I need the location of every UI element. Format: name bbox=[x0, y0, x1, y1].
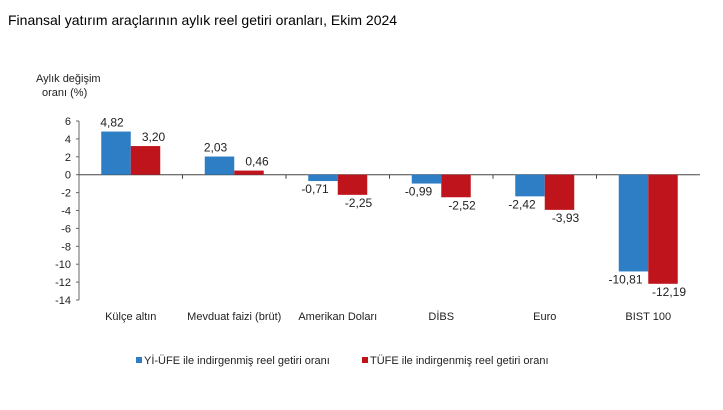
bar bbox=[515, 174, 545, 197]
data-label: -12,19 bbox=[652, 285, 686, 299]
y-tick-label: -14 bbox=[55, 295, 71, 307]
legend-swatch bbox=[362, 357, 368, 363]
x-tick-label: Euro bbox=[533, 311, 556, 323]
legend-label: TÜFE ile indirgenmiş reel getiri oranı bbox=[370, 355, 549, 367]
bar bbox=[308, 174, 338, 182]
bar bbox=[618, 174, 649, 272]
data-label: -2,25 bbox=[345, 196, 373, 210]
data-label: -2,52 bbox=[448, 198, 476, 212]
bar bbox=[204, 156, 235, 175]
bar bbox=[101, 131, 131, 175]
y-tick-label: 0 bbox=[65, 170, 71, 182]
y-tick-label: -4 bbox=[61, 206, 71, 218]
bar bbox=[130, 146, 161, 175]
x-tick-label: Amerikan Doları bbox=[298, 311, 377, 323]
y-tick-label: -2 bbox=[61, 188, 71, 200]
data-label: -10,81 bbox=[608, 272, 642, 286]
data-label: 2,03 bbox=[204, 141, 228, 155]
bar bbox=[441, 174, 471, 198]
bar bbox=[234, 170, 264, 175]
y-tick-label: 4 bbox=[65, 134, 71, 146]
data-label: 3,20 bbox=[142, 130, 166, 144]
y-axis-label: Aylık değişim bbox=[36, 73, 101, 85]
data-label: 0,46 bbox=[245, 155, 269, 169]
y-tick-label: 2 bbox=[65, 152, 71, 164]
data-label: -2,42 bbox=[508, 197, 536, 211]
x-tick-label: Külçe altın bbox=[105, 311, 156, 323]
data-label: -0,99 bbox=[405, 185, 433, 199]
bar bbox=[411, 174, 442, 184]
y-tick-label: -12 bbox=[55, 277, 71, 289]
x-tick-label: Mevduat faizi (brüt) bbox=[187, 311, 281, 323]
bar bbox=[544, 174, 575, 210]
legend-label: Yİ-ÜFE ile indirgenmiş reel getiri oranı bbox=[144, 354, 330, 367]
y-tick-label: -6 bbox=[61, 223, 71, 235]
bar bbox=[648, 174, 678, 284]
y-tick-label: -8 bbox=[61, 241, 71, 253]
y-tick-label: 6 bbox=[65, 116, 71, 128]
legend-swatch bbox=[136, 357, 142, 363]
data-label: -0,71 bbox=[301, 182, 329, 196]
data-label: -3,93 bbox=[552, 211, 580, 225]
x-tick-label: BIST 100 bbox=[625, 311, 671, 323]
y-axis-label: oranı (%) bbox=[42, 87, 87, 99]
data-label: 4,82 bbox=[100, 116, 124, 130]
chart-title: Finansal yatırım araçlarının aylık reel … bbox=[8, 12, 398, 28]
bar bbox=[337, 174, 368, 195]
y-tick-label: -10 bbox=[55, 259, 71, 271]
x-tick-label: DİBS bbox=[428, 310, 454, 323]
